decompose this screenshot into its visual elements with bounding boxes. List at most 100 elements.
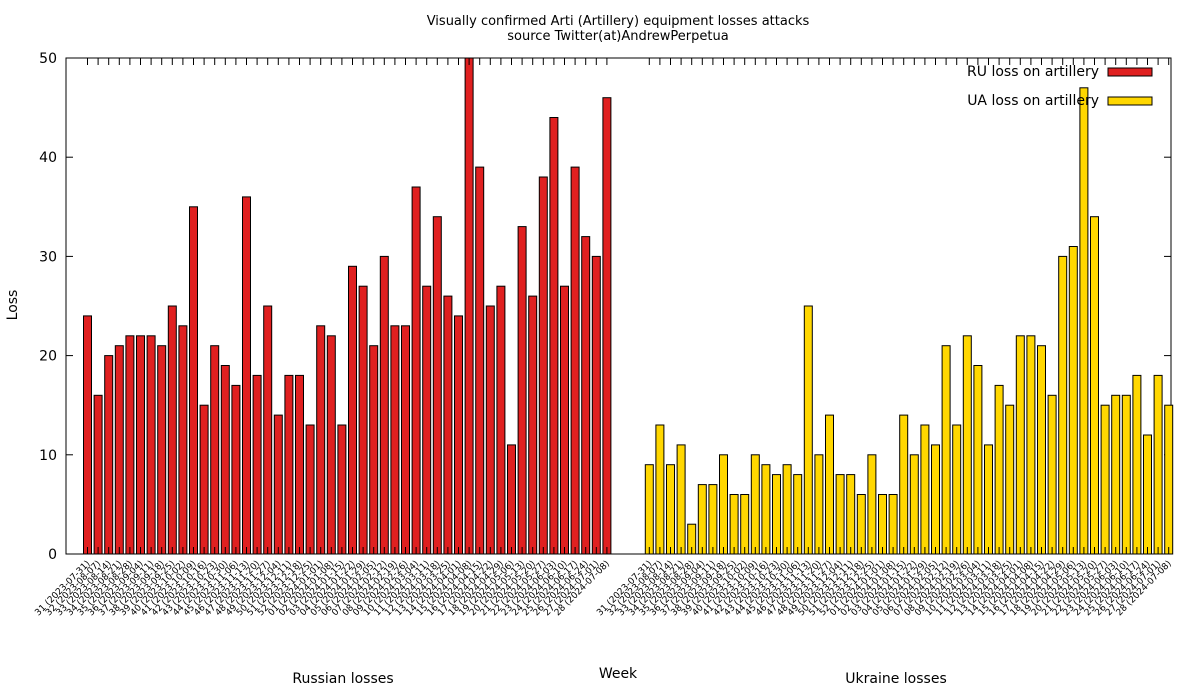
bar-ua — [1153, 374, 1163, 555]
bar-ru — [401, 325, 410, 555]
bar-ru — [305, 424, 315, 555]
bar-ru — [295, 374, 304, 555]
bar-ua — [1164, 404, 1174, 555]
bar-ru — [581, 236, 591, 555]
bar-ru — [136, 335, 145, 555]
bar-ru — [432, 216, 442, 555]
bar-ua — [920, 424, 930, 555]
bar-ru — [464, 57, 474, 555]
y-tick-label: 0 — [48, 547, 57, 563]
bar-ru — [114, 345, 124, 555]
bar-ua — [888, 494, 898, 555]
bar-ru — [337, 424, 347, 555]
bar-ua — [1015, 335, 1025, 555]
bar-ru — [157, 345, 167, 555]
bar-ua — [952, 424, 962, 555]
bar-ua — [941, 345, 951, 555]
bar-ua — [994, 384, 1004, 555]
chart-title: Visually confirmed Arti (Artillery) equi… — [427, 14, 810, 29]
bar-ru — [93, 394, 103, 555]
bar-ru — [507, 444, 516, 555]
legend-label-ru: RU loss on artillery — [967, 64, 1099, 80]
bar-ru — [517, 226, 527, 555]
bar-ru — [146, 335, 156, 555]
bar-ua — [697, 484, 707, 555]
bar-ru — [602, 97, 612, 555]
bar-ua — [1037, 345, 1046, 555]
bar-ua — [1121, 394, 1131, 555]
y-axis-label: Loss — [5, 290, 21, 321]
group-label-ukraine: Ukraine losses — [845, 671, 946, 686]
bar-ru — [104, 355, 114, 555]
bar-ru — [390, 325, 400, 555]
bar-ru — [199, 404, 209, 555]
chart-subtitle: source Twitter(at)AndrewPerpetua — [507, 29, 728, 44]
bar-ua — [931, 444, 940, 555]
bar-ru — [167, 305, 177, 555]
bar-ua — [644, 464, 654, 555]
bar-ru — [220, 365, 230, 555]
bar-ru — [591, 255, 601, 555]
bar-ua — [719, 454, 728, 555]
bar-ru — [231, 384, 241, 555]
bar-ru — [348, 265, 357, 555]
legend: RU loss on artillery UA loss on artiller… — [967, 64, 1153, 109]
bar-ru — [284, 374, 294, 555]
x-axis-label: Week — [599, 666, 638, 682]
y-tick-label: 30 — [39, 249, 57, 265]
bar-ua — [655, 424, 665, 555]
bar-ua — [835, 474, 845, 555]
bar-ru — [422, 285, 432, 555]
bar-ua — [1100, 404, 1110, 555]
legend-label-ua: UA loss on artillery — [967, 93, 1099, 109]
bar-ru — [538, 176, 548, 555]
bar-ru — [454, 315, 463, 555]
bar-ua — [740, 494, 750, 555]
bar-ru — [369, 345, 379, 555]
bar-ru — [570, 166, 580, 555]
bar-ua — [856, 494, 866, 555]
bar-ua — [867, 454, 877, 555]
bar-ua — [1047, 394, 1057, 555]
bar-ru — [443, 295, 453, 555]
bar-ua — [1079, 87, 1089, 555]
bar-ua — [676, 444, 686, 555]
plot-frame — [65, 57, 1172, 555]
bar-ua — [708, 484, 718, 555]
bar-marks — [83, 57, 1174, 555]
bar-ua — [899, 414, 909, 555]
bar-ru — [273, 414, 283, 555]
bar-ru — [252, 374, 262, 555]
bar-ua — [1005, 404, 1015, 555]
bar-ua — [761, 464, 771, 555]
bar-ru — [125, 335, 135, 555]
bar-ua — [962, 335, 972, 555]
bar-ua — [814, 454, 824, 555]
legend-swatch-ua — [1107, 96, 1153, 106]
bar-ua — [1090, 216, 1099, 555]
bar-ua — [909, 454, 919, 555]
bar-ru — [189, 206, 198, 555]
y-tick-label: 20 — [39, 349, 57, 365]
bar-ua — [782, 464, 792, 555]
bar-ua — [1068, 246, 1078, 555]
bar-ua — [1143, 434, 1152, 555]
bar-ru — [316, 325, 326, 555]
bar-ua — [1111, 394, 1121, 555]
bar-ua — [825, 414, 834, 555]
bar-ua — [750, 454, 760, 555]
bar-ru — [496, 285, 506, 555]
bar-ru — [549, 117, 559, 555]
bar-ua — [846, 474, 856, 555]
bar-ru — [411, 186, 421, 555]
legend-swatch-ru — [1107, 67, 1153, 77]
bar-ru — [242, 196, 251, 555]
bar-ru — [326, 335, 336, 555]
bar-ru — [560, 285, 569, 555]
bar-ru — [358, 285, 368, 555]
bar-ru — [379, 255, 389, 555]
y-tick-label: 50 — [39, 51, 57, 67]
bar-ua — [772, 474, 781, 555]
bar-ua — [803, 305, 813, 555]
